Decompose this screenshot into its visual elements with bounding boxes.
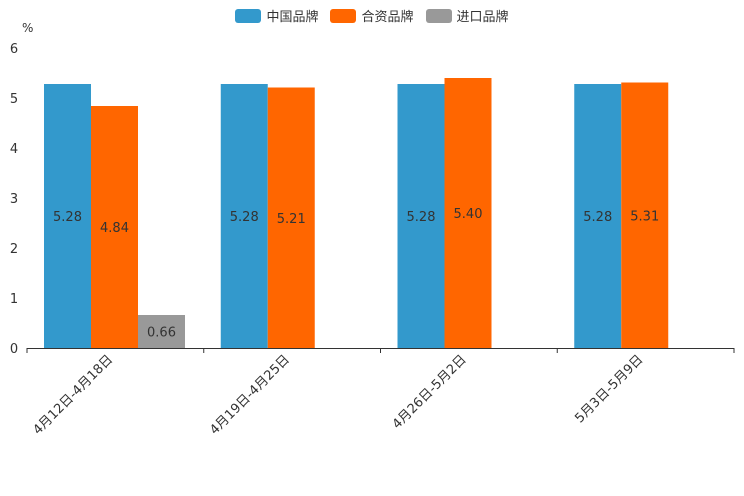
data-label: 5.28 bbox=[53, 210, 82, 225]
x-tick-label: 4月12日-4月18日 bbox=[30, 352, 116, 438]
data-label: 5.28 bbox=[230, 210, 259, 225]
bar bbox=[574, 84, 622, 348]
bar bbox=[397, 84, 445, 348]
bar bbox=[138, 315, 185, 348]
y-tick-label: 5 bbox=[10, 92, 18, 107]
data-label: 4.84 bbox=[100, 221, 129, 236]
bar bbox=[44, 84, 91, 348]
legend-swatch-joint-venture bbox=[330, 8, 357, 23]
y-axis-unit: % bbox=[22, 21, 34, 35]
legend-swatch-china bbox=[235, 8, 262, 23]
data-label: 5.40 bbox=[454, 207, 483, 222]
y-tick-label: 2 bbox=[10, 242, 18, 257]
bar bbox=[444, 78, 492, 348]
y-tick-label: 4 bbox=[10, 142, 18, 157]
legend-label-joint-venture: 合资品牌 bbox=[361, 10, 414, 25]
data-label: 5.21 bbox=[277, 212, 306, 227]
y-tick-label: 3 bbox=[10, 192, 18, 207]
x-tick-label: 5月3日-5月9日 bbox=[572, 352, 646, 426]
legend-item-imported[interactable]: 进口品牌 bbox=[425, 6, 509, 25]
bar bbox=[91, 106, 138, 348]
data-label: 5.31 bbox=[630, 209, 659, 224]
legend-item-china[interactable]: 中国品牌 bbox=[235, 6, 318, 25]
y-tick-label: 0 bbox=[10, 342, 18, 357]
legend-swatch-imported bbox=[425, 8, 452, 23]
legend-item-joint-venture[interactable]: 合资品牌 bbox=[330, 6, 414, 25]
legend: 中国品牌 合资品牌 进口品牌 bbox=[0, 6, 744, 25]
data-label: 5.28 bbox=[407, 210, 436, 225]
x-tick-label: 4月26日-5月2日 bbox=[390, 352, 470, 432]
data-label: 0.66 bbox=[147, 326, 176, 341]
y-tick-label: 6 bbox=[10, 42, 18, 57]
legend-label-china: 中国品牌 bbox=[266, 10, 319, 25]
x-tick-label: 4月19日-4月25日 bbox=[207, 352, 293, 438]
bar bbox=[220, 84, 268, 348]
y-tick-label: 1 bbox=[10, 292, 18, 307]
legend-label-imported: 进口品牌 bbox=[456, 10, 509, 25]
bar bbox=[267, 87, 315, 348]
data-label: 5.28 bbox=[583, 210, 612, 225]
bar bbox=[621, 82, 669, 348]
